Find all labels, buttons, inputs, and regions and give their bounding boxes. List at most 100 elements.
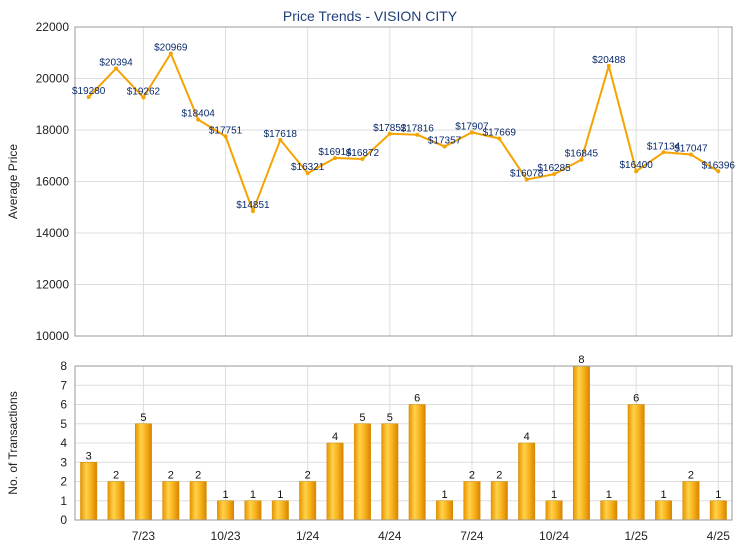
- transaction-bar: [545, 500, 563, 521]
- transaction-bar-label: 4: [332, 431, 338, 443]
- transaction-bar: [244, 500, 262, 521]
- price-y-tick-label: 10000: [36, 329, 70, 343]
- transaction-bar: [162, 481, 180, 521]
- transaction-bar-label: 2: [688, 470, 694, 482]
- transaction-bar-label: 2: [113, 470, 119, 482]
- price-y-tick-label: 12000: [36, 278, 70, 292]
- price-data-label: $16078: [510, 168, 544, 179]
- bar-y-axis-title: No. of Transactions: [6, 391, 20, 494]
- price-data-point: [250, 209, 255, 214]
- transaction-bar-label: 1: [223, 489, 229, 501]
- price-data-label: $20394: [99, 57, 133, 68]
- transaction-bar-label: 5: [387, 412, 393, 424]
- transaction-bar-label: 5: [140, 412, 146, 424]
- transaction-bar-label: 6: [414, 393, 420, 405]
- price-line-plot: 10000 12000 14000 16000 18000 20000 22000 Avera…: [6, 20, 735, 343]
- price-data-point: [442, 144, 447, 149]
- transaction-bar: [518, 442, 536, 521]
- transaction-bar: [463, 481, 481, 521]
- transaction-bar-label: 3: [86, 450, 92, 462]
- price-data-point: [223, 134, 228, 139]
- price-data-point: [634, 169, 639, 174]
- price-data-label: $20488: [592, 55, 626, 66]
- transaction-bar-label: 1: [661, 489, 667, 501]
- transaction-bar: [80, 462, 98, 521]
- bar-y-tick-label: 0: [60, 513, 67, 527]
- transaction-bar: [682, 481, 700, 521]
- transaction-bar: [353, 423, 371, 521]
- price-data-label: $18404: [182, 109, 216, 120]
- transaction-bar-label: 2: [168, 470, 174, 482]
- price-data-point: [168, 51, 173, 56]
- transaction-bar: [572, 365, 590, 521]
- price-data-label: $17618: [264, 129, 298, 140]
- transactions-bar-plot: 0 1 2 3 4 5 6 7 8 7/23 10/23 1/24 4/24 7/24 10/24 1/25 4…: [6, 354, 733, 543]
- transaction-bar-label: 2: [195, 470, 201, 482]
- price-data-point: [114, 66, 119, 71]
- price-plot-border: [74, 26, 733, 337]
- price-y-tick-label: 16000: [36, 175, 70, 189]
- price-data-point: [606, 63, 611, 68]
- transaction-bar: [134, 423, 152, 521]
- price-data-label: $17669: [483, 128, 517, 139]
- price-data-label: $19280: [72, 86, 106, 97]
- price-data-point: [688, 152, 693, 157]
- bar-y-tick-label: 7: [60, 378, 67, 392]
- price-data-label: $17047: [674, 144, 708, 155]
- transaction-bar: [600, 500, 618, 521]
- transaction-bar-label: 1: [606, 489, 612, 501]
- transaction-bar-label: 5: [359, 412, 365, 424]
- transaction-bar-label: 2: [305, 470, 311, 482]
- bar-x-tick-label: 4/24: [378, 529, 402, 543]
- price-data-label: $16396: [702, 160, 736, 171]
- price-data-label: $17852: [373, 123, 407, 134]
- price-data-label: $19262: [127, 87, 161, 98]
- bar-y-tick-label: 2: [60, 475, 67, 489]
- transaction-bar-label: 1: [715, 489, 721, 501]
- price-data-point: [141, 95, 146, 100]
- price-data-point: [661, 150, 666, 155]
- price-data-point: [387, 131, 392, 136]
- transaction-bar: [627, 404, 645, 521]
- transaction-bar: [381, 423, 399, 521]
- transaction-bar-label: 4: [524, 431, 530, 443]
- bar-y-tick-label: 1: [60, 494, 67, 508]
- bar-x-tick-label: 4/25: [707, 529, 731, 543]
- bar-x-tick-label: 7/24: [460, 529, 484, 543]
- price-y-tick-label: 22000: [36, 20, 70, 34]
- transaction-bar: [709, 500, 727, 521]
- transaction-bar: [107, 481, 125, 521]
- transaction-bar-label: 1: [250, 489, 256, 501]
- price-data-point: [415, 132, 420, 137]
- bar-y-tick-label: 6: [60, 398, 67, 412]
- price-data-label: $16321: [291, 162, 325, 173]
- price-data-point: [497, 136, 502, 141]
- transaction-bar-label: 8: [578, 354, 584, 366]
- transaction-bar: [436, 500, 454, 521]
- price-data-point: [524, 177, 529, 182]
- transaction-bar: [189, 481, 207, 521]
- bar-x-tick-label: 10/23: [211, 529, 241, 543]
- price-y-axis-title: Average Price: [6, 144, 20, 219]
- price-y-tick-label: 14000: [36, 226, 70, 240]
- bar-y-tick-label: 8: [60, 359, 67, 373]
- price-data-label: $17907: [455, 121, 489, 132]
- price-data-label: $14851: [236, 200, 270, 211]
- transaction-bar: [655, 500, 673, 521]
- bar-x-tick-label: 7/23: [132, 529, 156, 543]
- price-data-point: [579, 157, 584, 162]
- price-y-tick-label: 20000: [36, 72, 70, 86]
- bar-x-tick-label: 1/24: [296, 529, 320, 543]
- transaction-bar-label: 1: [442, 489, 448, 501]
- price-data-point: [305, 171, 310, 176]
- bar-y-tick-label: 5: [60, 417, 67, 431]
- price-data-label: $20969: [154, 43, 188, 54]
- transaction-bar-label: 6: [633, 393, 639, 405]
- transaction-bar-label: 2: [496, 470, 502, 482]
- transaction-bar-label: 1: [277, 489, 283, 501]
- price-data-point: [716, 169, 721, 174]
- price-data-point: [552, 172, 557, 177]
- price-data-point: [278, 137, 283, 142]
- transaction-bar: [299, 481, 317, 521]
